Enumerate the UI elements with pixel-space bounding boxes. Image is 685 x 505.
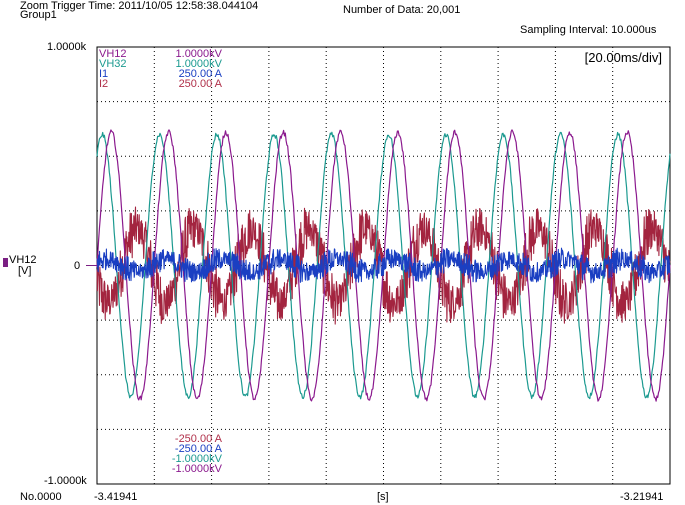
legend-bottom-value: -250.00 A — [175, 433, 223, 445]
legend-bottom-value: -1.0000kV — [172, 453, 223, 465]
grid — [97, 47, 670, 484]
legend-name-vh32: VH32 — [99, 58, 127, 70]
legend-scale-i2: 250.00 A — [179, 78, 223, 90]
x-end-label: -3.21941 — [620, 491, 664, 503]
time-per-div: [20.00ms/div] — [585, 50, 662, 65]
group-label: Group1 — [20, 9, 57, 21]
legend-bottom-value: -1.0000kV — [172, 463, 223, 475]
channel-label[interactable]: VH12 — [9, 254, 37, 266]
y-top-label: 1.0000k — [47, 41, 87, 53]
traces — [96, 129, 671, 402]
y-zero-label: 0 — [74, 260, 81, 272]
channel-unit: [V] — [18, 265, 32, 277]
legend-bottom-value: -250.00 A — [175, 443, 223, 455]
trace-i2 — [96, 206, 671, 325]
legend-name-i2: I2 — [99, 78, 108, 90]
legend-name-vh12: VH12 — [99, 48, 127, 60]
legend-bottom: -250.00 A-250.00 A-1.0000kV-1.0000kV — [172, 433, 223, 475]
x-start-label: -3.41941 — [94, 491, 138, 503]
legend-scale-i1: 250.00 A — [179, 68, 223, 80]
y-bottom-label: -1.0000k — [44, 475, 87, 487]
legend-top: VH12 1.0000kV VH32 1.0000kV I1 250.00 A I2 250.… — [99, 48, 223, 90]
trace-i1 — [96, 247, 671, 284]
channel-marker-icon — [3, 258, 8, 267]
number-of-data: Number of Data: 20,001 — [343, 4, 461, 16]
legend-scale-vh32: 1.0000kV — [176, 58, 223, 70]
legend-scale-vh12: 1.0000kV — [176, 48, 223, 60]
trigger-time: Zoom Trigger Time: 2011/10/05 12:58:38.0… — [20, 0, 259, 12]
x-unit-label: [s] — [377, 491, 389, 503]
record-number: No.0000 — [20, 491, 62, 503]
sampling-interval: Sampling Interval: 10.000us — [520, 24, 657, 36]
legend-name-i1: I1 — [99, 68, 108, 80]
